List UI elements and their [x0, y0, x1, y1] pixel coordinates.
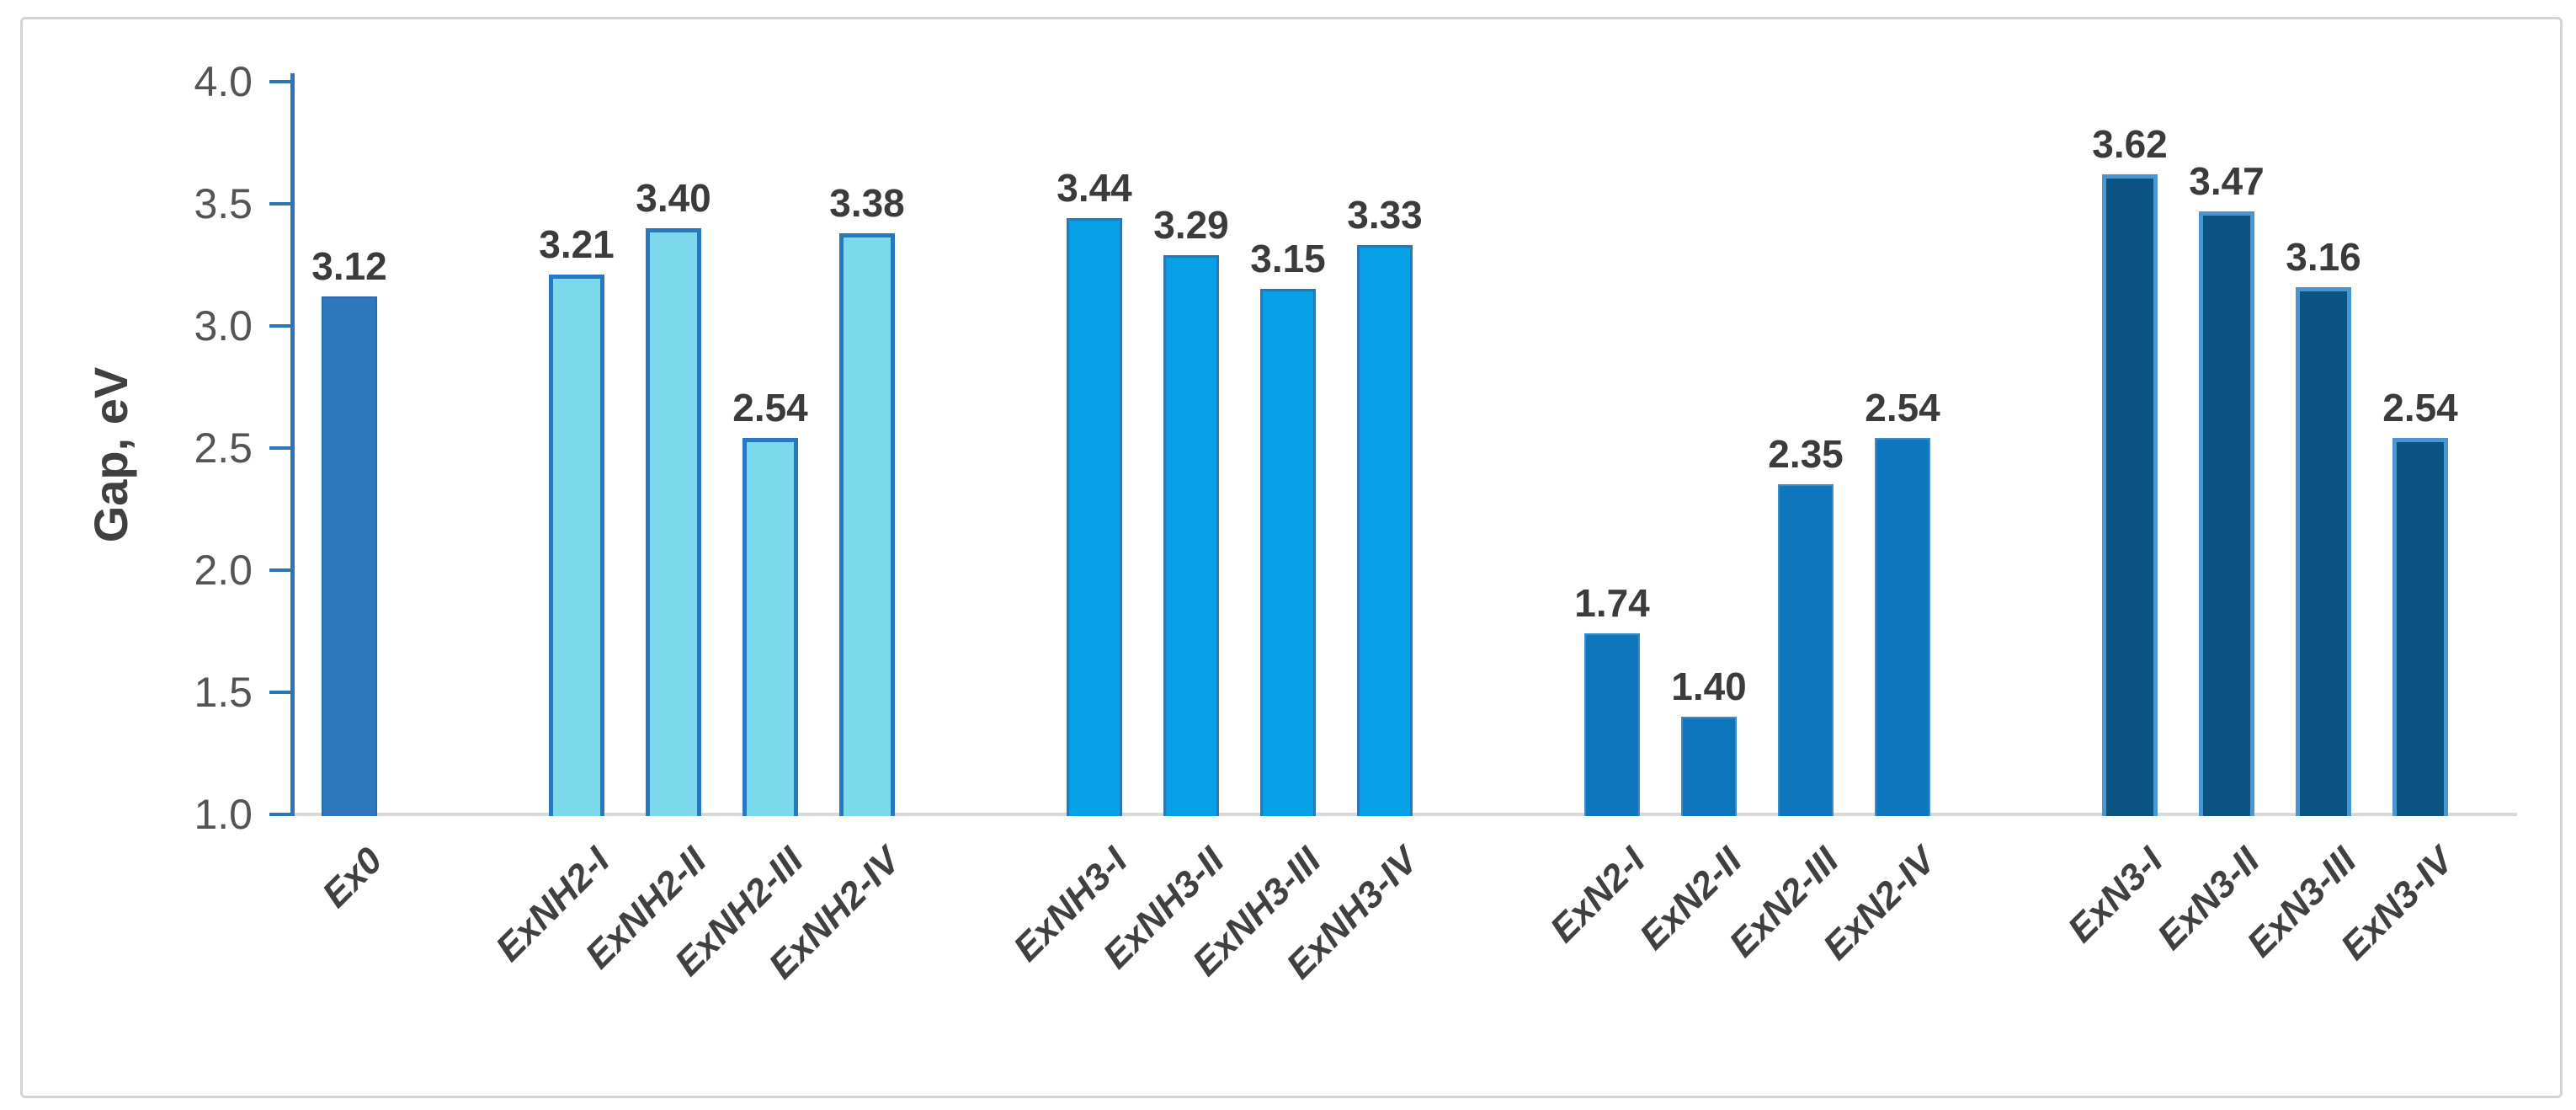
value-label-ExNH2-IV: 3.38 [829, 181, 905, 225]
bar-ExNH3-II [1163, 255, 1219, 816]
y-tick-label: 4.0 [194, 58, 253, 105]
y-tick-label: 2.5 [194, 424, 253, 472]
bar-ExNH2-IV [839, 233, 895, 816]
y-tick-mark [269, 80, 290, 83]
y-tick-label: 3.5 [194, 180, 253, 227]
bar-ExNH2-II [646, 228, 701, 816]
value-label-ExNH2-II: 3.40 [636, 176, 711, 220]
y-tick-label: 2.0 [194, 547, 253, 594]
value-label-Ex0: 3.12 [311, 244, 387, 288]
bar-ExN3-I [2102, 174, 2158, 816]
y-tick-label: 1.0 [194, 791, 253, 838]
bar-ExN2-II [1681, 717, 1737, 816]
y-axis-line [290, 73, 295, 816]
value-label-ExN2-II: 1.40 [1671, 664, 1747, 708]
value-label-ExNH3-III: 3.15 [1250, 237, 1326, 280]
value-label-ExN3-I: 3.62 [2092, 122, 2168, 166]
bar-ExN2-I [1584, 633, 1640, 816]
y-tick-mark [269, 324, 290, 328]
y-tick-mark [269, 202, 290, 205]
bar-ExNH2-I [549, 275, 604, 816]
bar-Ex0 [322, 296, 377, 816]
y-tick-label: 3.0 [194, 302, 253, 350]
y-tick-mark [269, 446, 290, 450]
y-tick-mark [269, 813, 290, 816]
value-label-ExN2-IV: 2.54 [1865, 386, 1940, 430]
value-label-ExNH2-I: 3.21 [539, 222, 615, 266]
bar-ExN2-III [1778, 484, 1834, 816]
bar-ExNH2-III [742, 438, 798, 816]
value-label-ExNH3-II: 3.29 [1153, 203, 1229, 247]
y-tick-mark [269, 691, 290, 694]
bar-ExNH3-I [1067, 218, 1122, 816]
value-label-ExN2-I: 1.74 [1574, 581, 1650, 625]
bar-ExNH3-III [1260, 289, 1316, 816]
value-label-ExN2-III: 2.35 [1768, 432, 1844, 476]
bar-ExN3-III [2296, 287, 2351, 816]
y-tick-mark [269, 568, 290, 572]
value-label-ExNH3-IV: 3.33 [1347, 193, 1423, 237]
value-label-ExNH3-I: 3.44 [1056, 166, 1132, 210]
y-tick-label: 1.5 [194, 669, 253, 716]
bar-ExN3-IV [2392, 438, 2448, 816]
value-label-ExN3-IV: 2.54 [2382, 386, 2458, 430]
bar-ExN2-IV [1875, 438, 1930, 816]
y-axis-title: Gap, eV [84, 366, 137, 543]
bar-ExNH3-IV [1357, 245, 1413, 816]
value-label-ExN3-II: 3.47 [2189, 159, 2265, 203]
value-label-ExNH2-III: 2.54 [732, 386, 808, 430]
bar-ExN3-II [2199, 211, 2254, 816]
value-label-ExN3-III: 3.16 [2286, 235, 2361, 279]
